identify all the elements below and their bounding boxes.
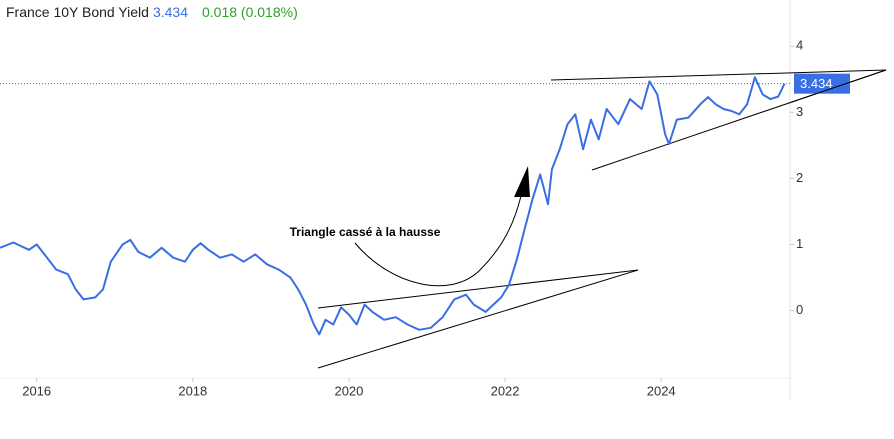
trend-line: [550, 69, 887, 81]
x-tick-label: 2016: [22, 383, 51, 398]
y-tick-label: 4: [796, 38, 803, 53]
curved-arrow: [354, 195, 522, 287]
arrow-head: [514, 166, 530, 197]
price-line: [0, 76, 786, 336]
y-tick-label: 2: [796, 170, 803, 185]
trend-line: [317, 269, 639, 309]
symbol-title: France 10Y Bond Yield: [6, 4, 149, 20]
price-tag: [794, 73, 850, 94]
y-tick-label: 3: [796, 104, 803, 119]
y-tick-label: 0: [796, 302, 803, 317]
y-tick-label: 1: [796, 236, 803, 251]
price-change: 0.018 (0.018%): [202, 4, 298, 20]
last-price: 3.434: [153, 4, 188, 20]
trend-line: [789, 69, 887, 104]
x-tick-label: 2024: [647, 383, 676, 398]
x-tick-label: 2020: [334, 383, 363, 398]
x-tick-label: 2022: [491, 383, 520, 398]
price-tag-label: 3.434: [800, 76, 833, 91]
annotation: Triangle cassé à la hausse: [290, 225, 441, 239]
header: France 10Y Bond Yield 3.434 0.018 (0.018%): [6, 4, 298, 20]
trend-line: [317, 269, 639, 369]
x-tick-label: 2018: [178, 383, 207, 398]
